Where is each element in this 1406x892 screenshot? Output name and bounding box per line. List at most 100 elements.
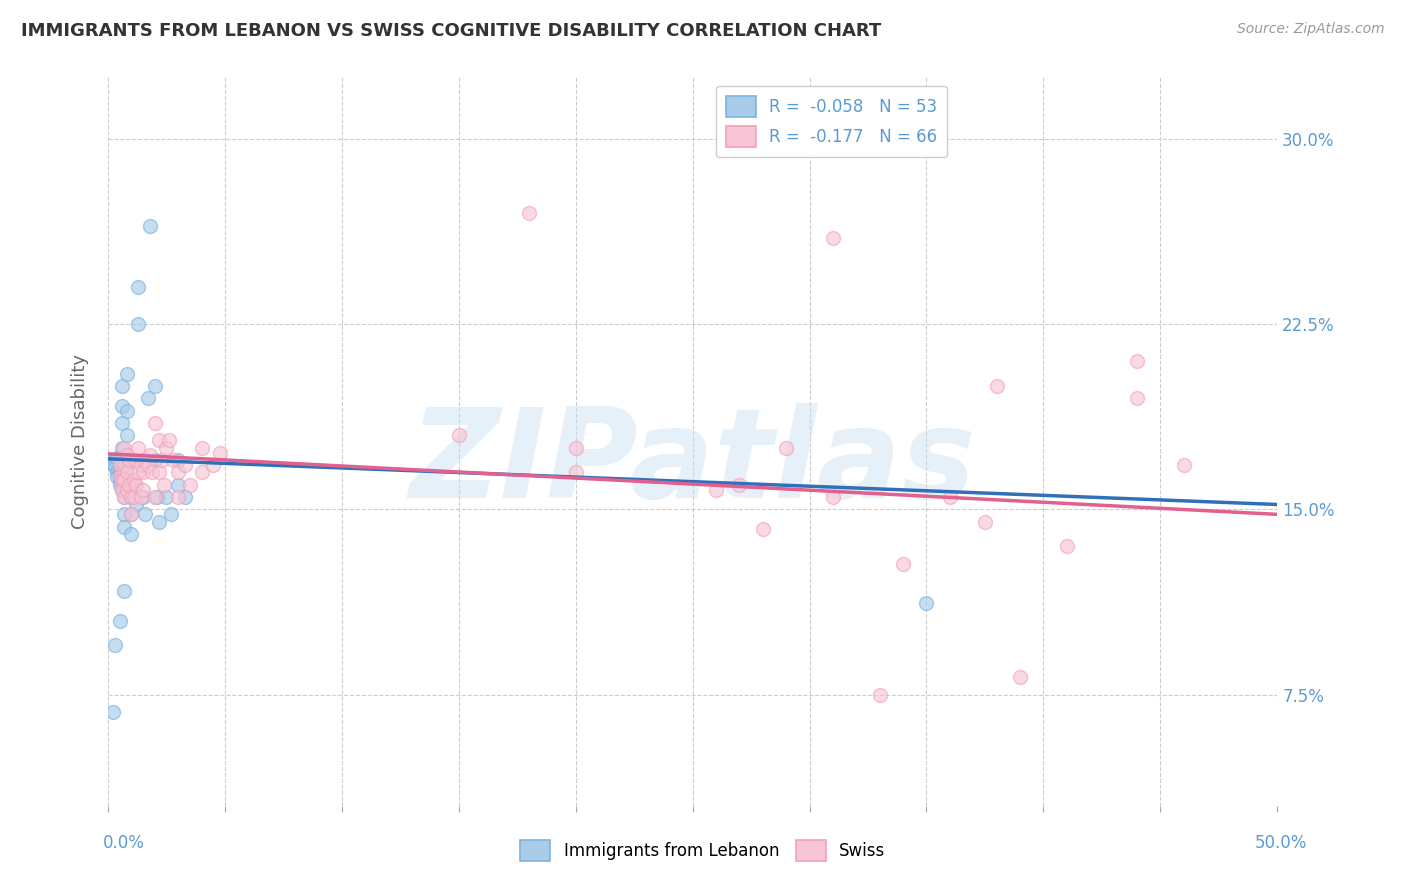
Point [167, 466, 190, 480]
Point [146, 490, 169, 504]
Point [150, 453, 173, 467]
Point [129, 458, 152, 472]
Text: 50.0%: 50.0% [1256, 834, 1308, 852]
Point [108, 614, 131, 628]
Point [115, 466, 138, 480]
Point [120, 527, 142, 541]
Point [122, 473, 145, 487]
Point [125, 498, 148, 512]
Point [118, 477, 141, 491]
Point [160, 508, 183, 522]
Point [190, 466, 212, 480]
Point [111, 483, 134, 497]
Point [111, 483, 134, 497]
Point [134, 508, 156, 522]
Legend: Immigrants from Lebanon, Swiss: Immigrants from Lebanon, Swiss [513, 833, 893, 868]
Point [174, 490, 197, 504]
Point [915, 596, 938, 610]
Point [143, 453, 166, 467]
Point [148, 434, 170, 448]
Legend: R =  -0.058   N = 53, R =  -0.177   N = 66: R = -0.058 N = 53, R = -0.177 N = 66 [716, 86, 948, 157]
Point [167, 453, 190, 467]
Point [108, 473, 131, 487]
Point [115, 403, 138, 417]
Text: 0.0%: 0.0% [103, 834, 145, 852]
Point [821, 490, 844, 504]
Point [139, 219, 162, 233]
Point [111, 466, 134, 480]
Point [139, 448, 162, 462]
Point [127, 318, 149, 332]
Point [517, 206, 540, 220]
Point [167, 477, 190, 491]
Point [111, 416, 134, 430]
Point [986, 379, 1008, 393]
Point [118, 477, 141, 491]
Point [112, 441, 135, 455]
Point [136, 392, 159, 406]
Point [1126, 354, 1149, 368]
Point [111, 473, 134, 487]
Point [132, 453, 155, 467]
Point [118, 453, 141, 467]
Point [1008, 670, 1031, 684]
Point [141, 466, 163, 480]
Point [105, 466, 128, 480]
Point [869, 688, 891, 702]
Point [115, 428, 138, 442]
Point [101, 456, 124, 470]
Point [167, 490, 190, 504]
Point [132, 483, 155, 497]
Point [120, 508, 142, 522]
Point [104, 638, 127, 652]
Point [118, 453, 141, 467]
Point [115, 367, 138, 381]
Point [447, 428, 470, 442]
Text: IMMIGRANTS FROM LEBANON VS SWISS COGNITIVE DISABILITY CORRELATION CHART: IMMIGRANTS FROM LEBANON VS SWISS COGNITI… [21, 22, 882, 40]
Point [122, 477, 145, 491]
Point [136, 458, 159, 472]
Point [115, 448, 138, 462]
Point [174, 458, 197, 472]
Point [125, 453, 148, 467]
Point [939, 490, 962, 504]
Point [112, 473, 135, 487]
Point [179, 477, 201, 491]
Point [209, 445, 232, 459]
Point [129, 490, 152, 504]
Point [112, 583, 135, 598]
Point [108, 477, 131, 491]
Point [112, 508, 135, 522]
Point [704, 483, 727, 497]
Y-axis label: Cognitive Disability: Cognitive Disability [72, 354, 89, 529]
Point [564, 466, 586, 480]
Point [974, 515, 997, 529]
Point [143, 490, 166, 504]
Point [112, 458, 135, 472]
Point [1126, 392, 1149, 406]
Point [148, 515, 170, 529]
Point [112, 473, 135, 487]
Point [190, 441, 212, 455]
Point [143, 379, 166, 393]
Point [105, 450, 128, 465]
Point [112, 490, 135, 504]
Point [115, 483, 138, 497]
Point [120, 508, 142, 522]
Point [127, 466, 149, 480]
Point [728, 477, 751, 491]
Point [111, 441, 134, 455]
Point [122, 490, 145, 504]
Text: ZIPatlas: ZIPatlas [409, 403, 976, 524]
Point [155, 441, 177, 455]
Point [104, 453, 127, 467]
Point [112, 490, 135, 504]
Point [111, 399, 134, 413]
Point [162, 453, 184, 467]
Point [143, 416, 166, 430]
Point [105, 470, 128, 484]
Point [1056, 540, 1078, 554]
Point [155, 490, 177, 504]
Point [108, 466, 131, 480]
Point [752, 522, 775, 536]
